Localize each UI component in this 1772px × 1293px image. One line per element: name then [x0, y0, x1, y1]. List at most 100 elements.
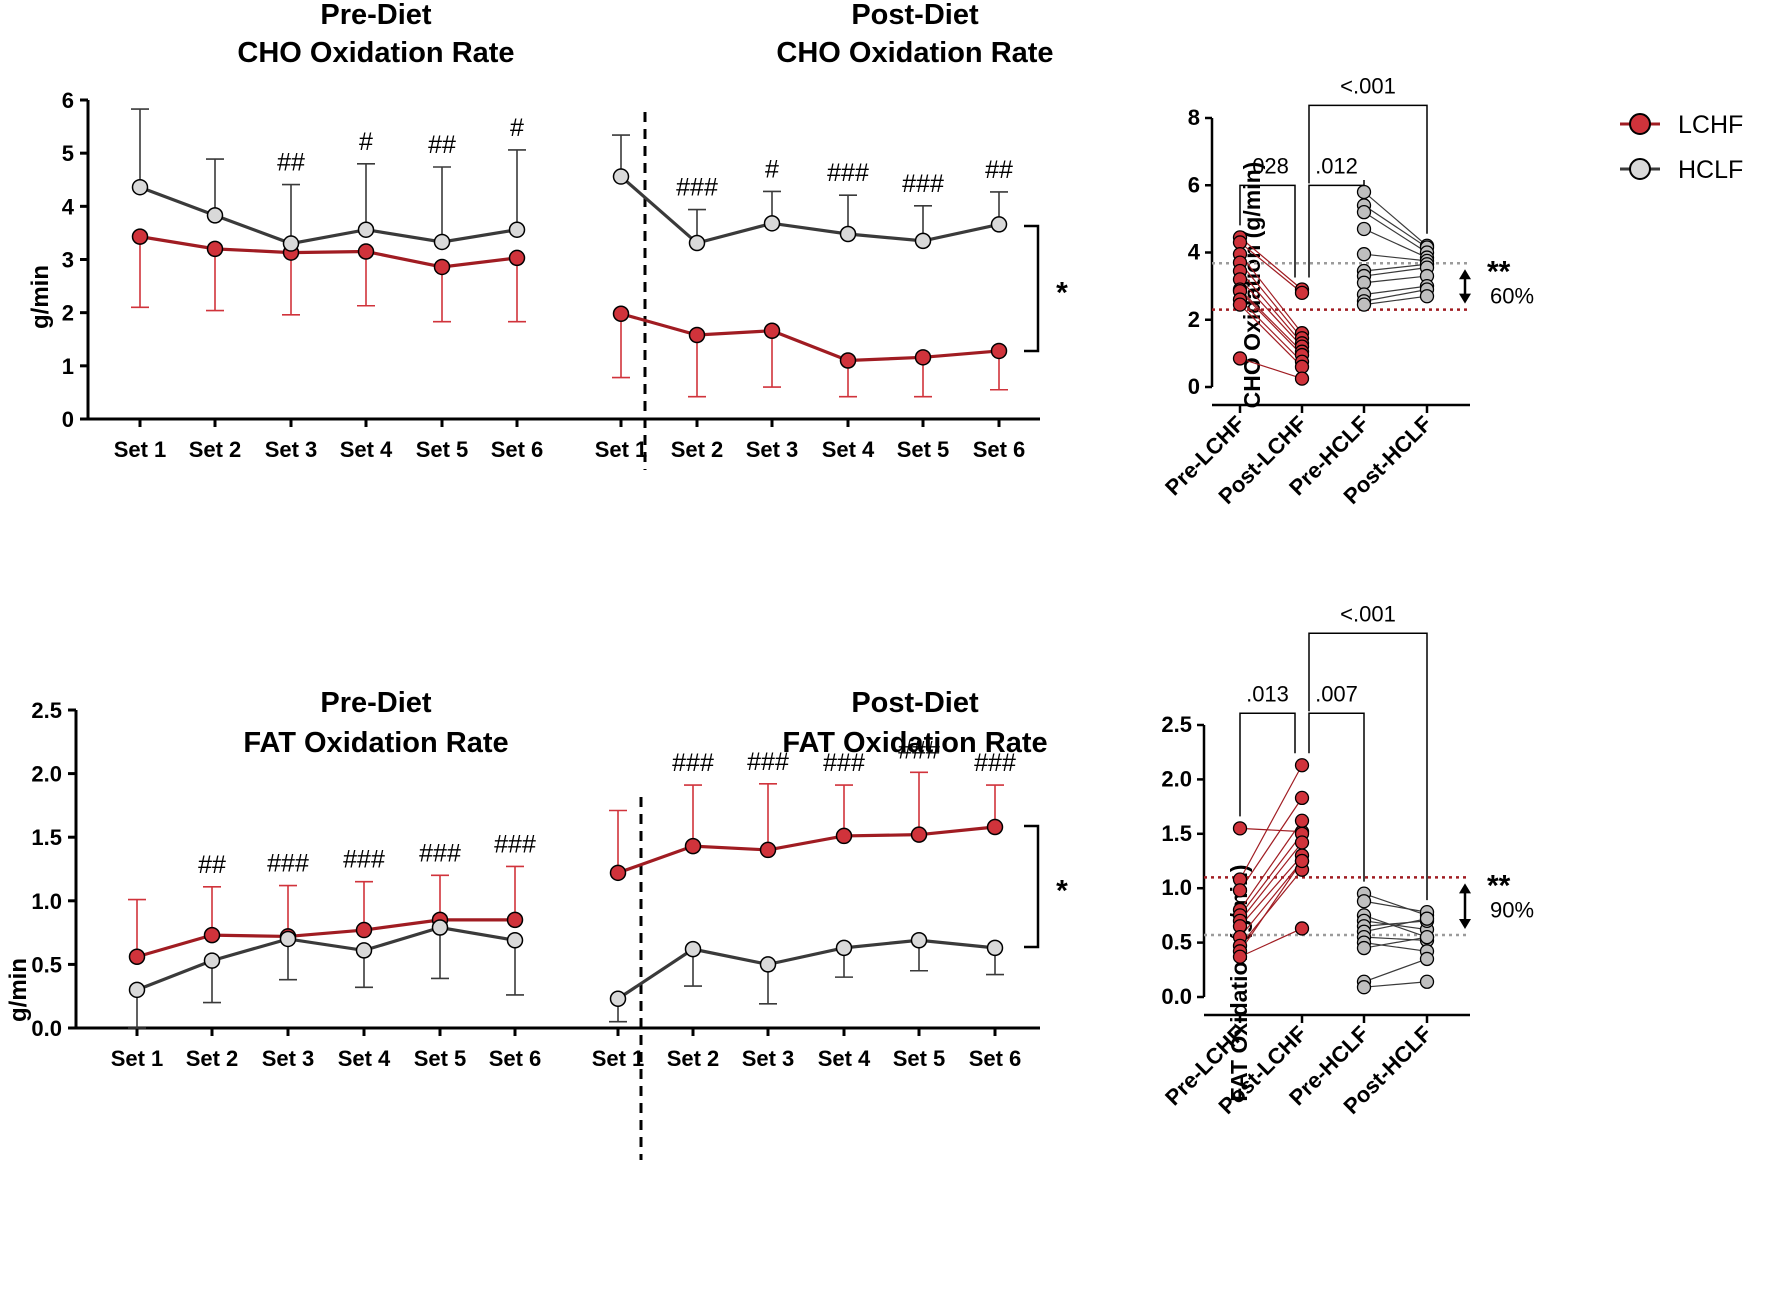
fat-individual-post-hclf-point: [1419, 974, 1435, 989]
cho-individual-lchf-pair-line: [1239, 304, 1303, 368]
post-fat-title-line1: Post-Diet: [851, 687, 979, 719]
cho-individual-pre-hclf-point: [1356, 184, 1372, 200]
fat-individual-post-lchf-point: [1294, 813, 1310, 828]
fat-y-axis-label: g/min: [5, 958, 32, 1022]
fat-individual-y-tick-label: 0.0: [1161, 984, 1192, 1009]
cho-individual-y-tick-label: 2: [1188, 307, 1200, 332]
fat-individual-bracket-pvalue: .013: [1246, 681, 1289, 706]
fat-individual-lchf-pair-line: [1239, 797, 1303, 891]
post-fat-hclf-point: [986, 939, 1004, 957]
post-fat-lchf-point: [684, 837, 702, 855]
pre-fat-y-tick-label: 1.0: [31, 889, 62, 914]
pre-fat-x-tick-label: Set 3: [262, 1046, 315, 1071]
fat-individual-change-arrow-head: [1459, 918, 1471, 929]
post-cho-hclf-point: [763, 215, 781, 232]
pre-fat-hclf-point: [128, 981, 146, 999]
fat-individual-pre-lchf-point: [1232, 949, 1248, 964]
fat-individual-lchf-pair-line: [1239, 927, 1303, 958]
pre-fat-x-tick-label: Set 5: [414, 1046, 467, 1071]
post-fat-hclf-point: [759, 956, 777, 973]
cho-individual-lchf-pair-line: [1239, 357, 1303, 380]
legend: LCHF HCLF: [1620, 111, 1743, 184]
pre-fat-hash-annotation: ###: [419, 839, 461, 867]
cho-individual-y-tick-label: 8: [1188, 105, 1200, 130]
cho-individual-hclf-pair-line: [1363, 267, 1428, 277]
cho-individual-lchf-pair-line: [1239, 236, 1303, 290]
cho-individual-bracket-post-lchf-post-hclf: [1308, 104, 1428, 234]
pre-fat-x-tick-label: Set 2: [186, 1046, 239, 1071]
fat-individual-change-percent: 90%: [1490, 897, 1534, 922]
fat-individual-lchf-pair-line: [1239, 869, 1303, 947]
fat-individual-hclf-pair-line: [1363, 936, 1428, 949]
legend-lchf-label: LCHF: [1678, 111, 1743, 139]
pre-cho-x-tick-label: Set 6: [491, 437, 544, 462]
pre-fat-hash-annotation: ###: [267, 850, 309, 878]
post-cho-hash-annotation: ###: [827, 159, 869, 187]
pre-fat-lchf-point: [128, 948, 146, 966]
pre-cho-y-tick-label: 3: [62, 248, 74, 273]
fat-individual-hclf-pair-line: [1363, 918, 1428, 933]
fat-individual-y-tick-label: 2.0: [1161, 766, 1192, 791]
cho-individual-lchf-pair-line: [1239, 290, 1303, 356]
cho-individual-lchf-pair-line: [1239, 289, 1303, 353]
pre-cho-hclf-point: [131, 178, 149, 196]
pre-cho-y-tick-label: 2: [62, 301, 74, 326]
fat-individual-lchf-pair-line: [1239, 764, 1303, 880]
pre-cho-hash-annotation: ##: [277, 149, 305, 177]
fat-individual-hclf-pair-line: [1363, 958, 1428, 983]
post-fat-hash-annotation: ###: [747, 748, 789, 776]
post-cho-hclf-point: [990, 216, 1008, 233]
pre-fat-lchf-line: [136, 918, 515, 959]
pre-cho-lchf-point: [206, 240, 224, 258]
legend-hclf-marker: [1629, 158, 1651, 180]
fat-individual-post-lchf-point: [1294, 835, 1310, 850]
post-fat-lchf-point: [910, 826, 928, 843]
pre-cho-hclf-point: [508, 221, 526, 238]
fat-individual-hclf-pair-line: [1363, 893, 1428, 916]
post-cho-lchf-point: [688, 326, 706, 344]
cho-individual-pre-hclf-point: [1356, 275, 1372, 290]
pre-cho-lchf-point: [357, 243, 375, 260]
pre-cho-lchf-point: [433, 258, 451, 276]
fat-individual-hclf-pair-line: [1363, 981, 1428, 988]
cho-individual-pre-hclf-point: [1356, 247, 1372, 262]
cho-individual-hclf-pair-line: [1363, 295, 1428, 306]
cho-y-axis-label: g/min: [27, 265, 54, 329]
fat-individual-y-tick-label: 1.0: [1161, 875, 1192, 900]
post-fat-significance-bracket: [1024, 824, 1040, 949]
cho-individual-lchf-pair-line: [1239, 241, 1303, 294]
post-cho-hash-annotation: ###: [676, 174, 718, 202]
pre-fat-hclf-point: [355, 942, 373, 959]
fat-individual-lchf-pair-line: [1239, 842, 1303, 922]
pre-cho-y-tick-label: 5: [62, 141, 74, 166]
post-cho-significance-bracket: [1024, 224, 1040, 353]
cho-individual-bracket-pvalue: .012: [1315, 153, 1358, 178]
cho-individual-hclf-pair-line: [1363, 263, 1428, 272]
cho-individual-hclf-pair-line: [1363, 228, 1428, 259]
cho-individual-y-tick-label: 0: [1188, 374, 1200, 399]
fat-individual-lchf-pair-line: [1239, 833, 1303, 916]
legend-lchf-marker: [1629, 113, 1651, 135]
post-cho-hash-annotation: #: [765, 155, 779, 183]
cho-individual-pre-hclf-point: [1356, 297, 1372, 312]
pre-cho-hclf-point: [206, 207, 224, 224]
post-cho-hash-annotation: ##: [985, 156, 1013, 184]
pre-cho-x-tick-label: Set 2: [189, 437, 242, 462]
fat-individual-pre-lchf-point: [1232, 883, 1248, 898]
cho-individual-lchf-pair-line: [1239, 270, 1303, 344]
cho-individual-bracket-pvalue: .028: [1246, 153, 1289, 178]
post-fat-lchf-line: [617, 825, 996, 875]
fat-individual-lchf-pair-line: [1239, 827, 1303, 833]
pre-cho-y-tick-label: 6: [62, 88, 74, 113]
post-fat-lchf-point: [759, 841, 777, 859]
pre-fat-x-tick-label: Set 4: [338, 1046, 391, 1071]
pre-fat-y-tick-label: 0.0: [31, 1016, 62, 1041]
post-fat-hclf-line: [617, 938, 996, 1001]
fat-individual-lchf-pair-line: [1239, 855, 1303, 927]
post-cho-hclf-point: [688, 234, 706, 252]
pre-cho-x-tick-label: Set 1: [114, 437, 167, 462]
cho-individual-lchf-pair-line: [1239, 278, 1303, 348]
pre-cho-lchf-point: [508, 249, 526, 267]
fat-individual-bracket-post-lchf-pre-hclf: [1308, 712, 1365, 882]
